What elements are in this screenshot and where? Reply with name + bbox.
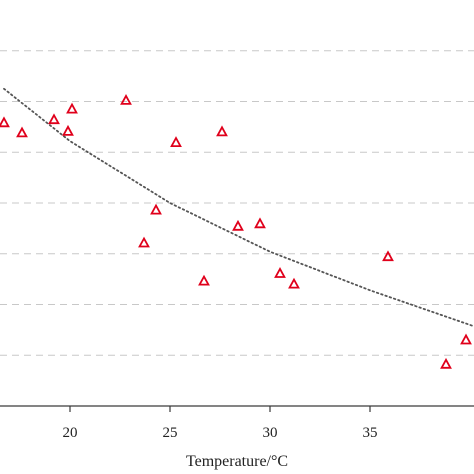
- data-point-12: [232, 219, 244, 231]
- data-point-4: [62, 124, 74, 136]
- trendline-group: [3, 87, 474, 328]
- data-point-1: [0, 116, 10, 128]
- data-point-11: [216, 125, 228, 137]
- data-point-18: [460, 333, 472, 345]
- x-axis-title: Temperature/°C: [186, 453, 288, 470]
- x-tick-labels: 20 25 30 35: [63, 406, 378, 441]
- data-point-3: [48, 113, 60, 125]
- data-point-10: [198, 274, 210, 286]
- x-tick-label-30: 30: [263, 425, 278, 441]
- data-point-8: [150, 203, 162, 215]
- data-point-2: [16, 126, 28, 138]
- data-point-14: [274, 267, 286, 278]
- trendline: [3, 87, 474, 328]
- x-tick-label-25: 25: [163, 425, 178, 441]
- gridlines: [0, 50, 474, 356]
- x-tick-label-20: 20: [63, 425, 78, 441]
- data-point-16: [382, 250, 394, 262]
- data-point-17: [440, 357, 452, 369]
- data-point-5: [66, 102, 78, 114]
- data-point-15: [288, 277, 300, 289]
- data-point-9: [170, 136, 182, 148]
- data-point-6: [120, 94, 132, 105]
- x-tick-label-35: 35: [363, 425, 378, 441]
- data-points: [0, 94, 472, 369]
- data-point-13: [254, 217, 266, 229]
- data-point-7: [138, 236, 150, 248]
